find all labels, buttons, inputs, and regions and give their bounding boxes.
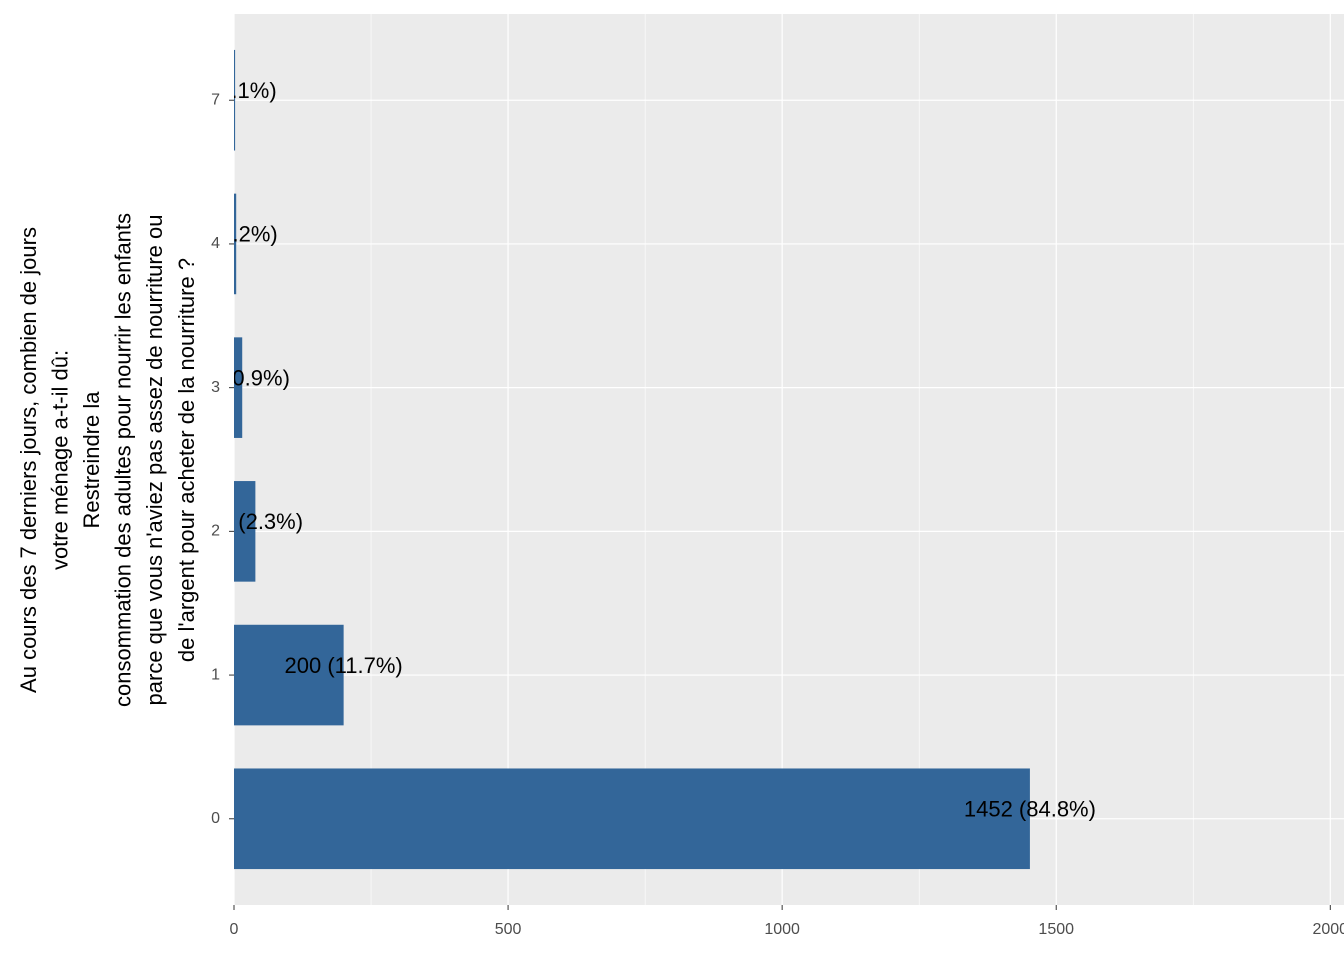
panel (234, 14, 1344, 905)
y-axis-title: votre ménage a-t-il dû: (47, 350, 72, 570)
y-axis-title: Restreindre la (79, 391, 104, 529)
value-label: 39 (2.3%) (208, 509, 303, 534)
y-axis-title: parce que vous n'aviez pas assez de nour… (142, 215, 167, 706)
y-axis-title: Au cours des 7 derniers jours, combien d… (16, 227, 41, 693)
bar (234, 49, 236, 151)
y-tick-label: 0 (211, 810, 220, 827)
x-tick-label: 0 (230, 921, 239, 938)
x-tick-label: 1000 (764, 921, 800, 938)
y-tick-label: 3 (211, 379, 220, 396)
axes: 0 500 1000 1500 2000 0 1 2 3 4 7 Au cours des 7 der… (16, 91, 1344, 938)
bar (234, 337, 243, 438)
bar (234, 481, 256, 582)
x-tick-label: 500 (495, 921, 522, 938)
bar (234, 768, 1030, 870)
value-label: 200 (11.7%) (285, 653, 403, 678)
y-tick-label: 4 (211, 235, 220, 252)
x-tick-label: 1500 (1038, 921, 1074, 938)
y-tick-label: 1 (211, 666, 220, 683)
y-axis-title: consommation des adultes pour nourrir le… (111, 213, 136, 707)
x-tick-label: 2000 (1312, 921, 1344, 938)
value-label: 2 (0.1%) (194, 78, 277, 103)
value-label: 15 (0.9%) (195, 365, 290, 390)
y-axis-title: de l'argent pour acheter de la nourritur… (174, 258, 199, 662)
plot-area: 1452 (84.8%) 200 (11.7%) 39 (2.3%) 15 (0.9%… (194, 49, 1096, 870)
y-tick-label: 7 (211, 91, 220, 108)
bar (234, 193, 237, 295)
value-label: 1452 (84.8%) (964, 797, 1096, 822)
y-tick-label: 2 (211, 523, 220, 540)
value-label: 4 (0.2%) (195, 222, 278, 247)
bar (234, 624, 344, 726)
